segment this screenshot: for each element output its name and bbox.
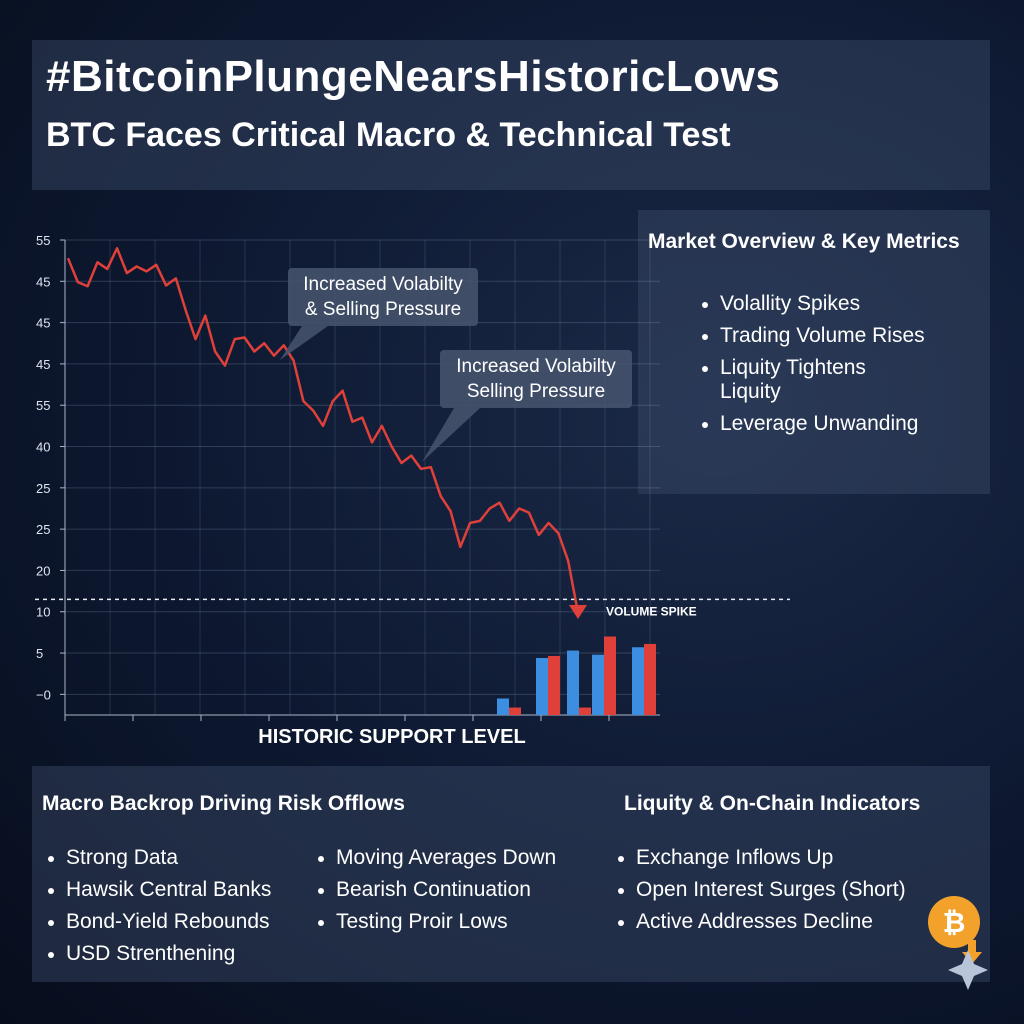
list-item: Moving Averages Down bbox=[316, 846, 556, 870]
volume-bar bbox=[632, 647, 644, 715]
y-tick-label: 20 bbox=[36, 563, 50, 578]
callout-text: Increased Volabilty bbox=[456, 356, 616, 377]
list-item: Trading Volume Rises bbox=[700, 324, 930, 348]
volume-bar bbox=[567, 650, 579, 715]
list-item: Open Interest Surges (Short) bbox=[616, 878, 906, 902]
volume-bar bbox=[644, 643, 656, 715]
callout-box bbox=[288, 268, 478, 326]
list-item: Bond-Yield Rebounds bbox=[46, 910, 271, 934]
macro-title: Macro Backrop Driving Risk Offlows bbox=[42, 792, 405, 815]
list-item: Leverage Unwanding bbox=[700, 412, 930, 436]
y-tick-label: 45 bbox=[36, 357, 50, 372]
volume-label: VOLUME SPIKE bbox=[606, 604, 697, 618]
callout-pointer bbox=[422, 408, 480, 462]
metrics-title: Market Overview & Key Metrics bbox=[648, 230, 960, 253]
y-tick-label: 5 bbox=[36, 646, 43, 661]
callout-text: & Selling Pressure bbox=[305, 299, 461, 320]
volume-bar bbox=[536, 658, 548, 715]
volume-bar bbox=[509, 707, 521, 715]
volume-bar bbox=[548, 655, 560, 715]
list-item: Active Addresses Decline bbox=[616, 910, 906, 934]
y-tick-label: 25 bbox=[36, 522, 50, 537]
macro-list: Strong Data Hawsik Central Banks Bond-Yiel… bbox=[46, 846, 271, 974]
callout-pointer bbox=[280, 326, 328, 360]
y-tick-label: 55 bbox=[36, 398, 50, 413]
y-tick-label: 55 bbox=[36, 233, 50, 248]
list-item: Bearish Continuation bbox=[316, 878, 556, 902]
list-item: USD Strenthening bbox=[46, 942, 271, 966]
price-line bbox=[66, 247, 580, 614]
arrow-head bbox=[569, 604, 587, 619]
bottom-panel bbox=[32, 766, 990, 982]
list-item: Liquity Tightens Liquity bbox=[700, 356, 930, 404]
list-item: Testing Proir Lows bbox=[316, 910, 556, 934]
subtitle: BTC Faces Critical Macro & Technical Tes… bbox=[46, 116, 731, 154]
support-label: HISTORIC SUPPORT LEVEL bbox=[258, 726, 525, 748]
list-item: Exchange Inflows Up bbox=[616, 846, 906, 870]
y-tick-label: −0 bbox=[36, 687, 51, 702]
volume-bar bbox=[592, 654, 604, 715]
volume-bar bbox=[579, 707, 591, 715]
list-item: Strong Data bbox=[46, 846, 271, 870]
list-item: Hawsik Central Banks bbox=[46, 878, 271, 902]
callout-text: Selling Pressure bbox=[467, 381, 605, 402]
header-panel bbox=[32, 40, 990, 190]
callout-text: Increased Volabilty bbox=[303, 274, 463, 295]
y-tick-label: 45 bbox=[36, 274, 50, 289]
volume-bar bbox=[604, 636, 616, 715]
list-item: Volallity Spikes bbox=[700, 292, 930, 316]
onchain-title: Liquity & On-Chain Indicators bbox=[624, 792, 921, 815]
macro-list: Moving Averages Down Bearish Continuation… bbox=[316, 846, 556, 942]
y-tick-label: 10 bbox=[36, 605, 50, 620]
y-tick-label: 25 bbox=[36, 481, 50, 496]
y-tick-label: 45 bbox=[36, 316, 50, 331]
y-tick-label: 40 bbox=[36, 440, 50, 455]
metrics-panel bbox=[638, 210, 990, 494]
onchain-list: Exchange Inflows Up Open Interest Surges … bbox=[616, 846, 906, 942]
title: #BitcoinPlungeNearsHistoricLows bbox=[46, 52, 781, 101]
metrics-list: Volallity Spikes Trading Volume Rises Liqu… bbox=[700, 292, 930, 444]
callout-box bbox=[440, 350, 632, 408]
volume-bar bbox=[497, 698, 509, 715]
